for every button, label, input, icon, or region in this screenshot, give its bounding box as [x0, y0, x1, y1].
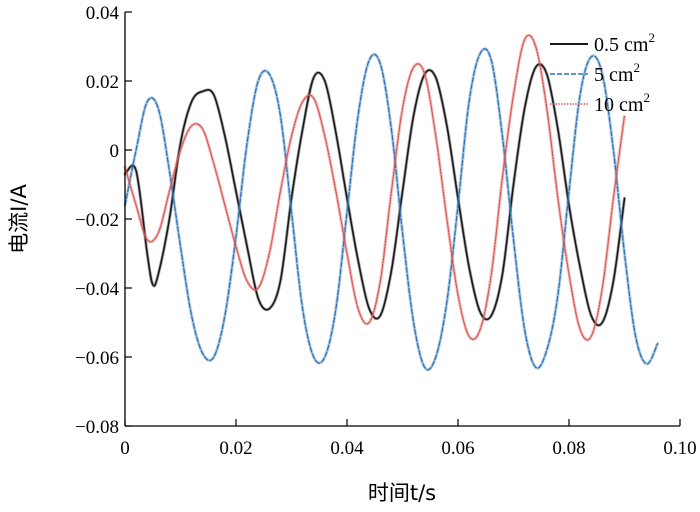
legend-superscript: 2	[633, 60, 640, 75]
x-tick-label: 0.08	[552, 438, 585, 459]
x-tick-label: 0	[120, 438, 130, 459]
y-tick-label: 0.02	[86, 72, 119, 93]
series-line-2	[124, 48, 659, 371]
plot-series	[123, 33, 660, 372]
x-tick-label: 0.06	[441, 438, 474, 459]
legend-superscript: 2	[643, 90, 650, 105]
legend-label-3: 10 cm2	[594, 90, 650, 116]
y-tick-label: −0.08	[75, 417, 119, 438]
series-line-1	[124, 63, 626, 327]
x-axis-title: 时间t/s	[368, 481, 436, 505]
x-tick-label: 0.04	[330, 438, 364, 459]
series-noise-1	[123, 62, 627, 327]
legend-superscript: 2	[648, 30, 655, 45]
series-noise-3	[123, 33, 627, 342]
legend-label-2: 5 cm2	[594, 60, 640, 86]
legend: 0.5 cm2 5 cm2 10 cm2	[550, 30, 655, 116]
y-tick-label: 0.04	[86, 3, 120, 24]
legend-label-1: 0.5 cm2	[594, 30, 655, 56]
y-tick-label: −0.04	[75, 279, 119, 300]
series-noise-2	[123, 47, 660, 372]
y-axis-title: 电流I/A	[7, 184, 31, 254]
y-ticks: 0.04 0.02 0 −0.02 −0.04 −0.06 −0.08	[75, 3, 132, 438]
y-tick-label: −0.02	[75, 210, 119, 231]
series-line-3	[124, 34, 626, 341]
y-tick-label: 0	[110, 141, 120, 162]
x-tick-label: 0.10	[663, 438, 696, 459]
x-ticks: 0 0.02 0.04 0.06 0.08 0.10	[120, 419, 697, 459]
y-tick-label: −0.06	[75, 348, 119, 369]
x-tick-label: 0.02	[219, 438, 252, 459]
